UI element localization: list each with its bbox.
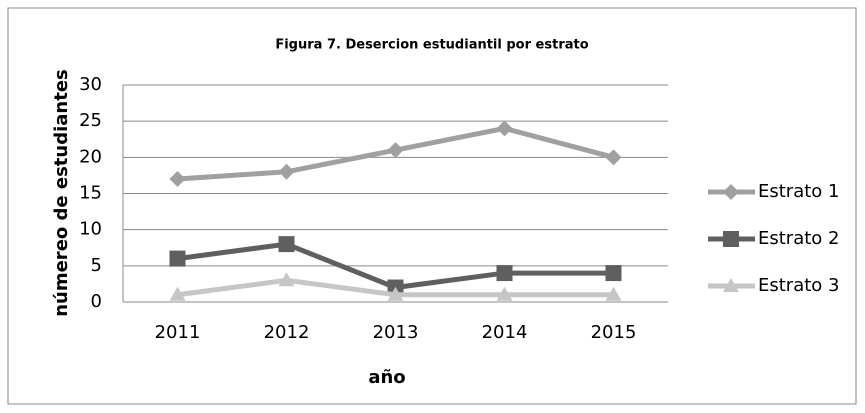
chart-border bbox=[7, 7, 857, 405]
legend-label: Estrato 2 bbox=[758, 228, 839, 249]
marker bbox=[169, 171, 186, 188]
legend-marker bbox=[723, 184, 739, 200]
y-tick-label: 10 bbox=[79, 219, 102, 240]
marker bbox=[278, 236, 295, 253]
marker bbox=[605, 149, 622, 166]
legend-label: Estrato 3 bbox=[758, 275, 839, 296]
y-tick-label: 30 bbox=[79, 74, 102, 95]
marker bbox=[387, 142, 404, 159]
y-tick-label: 0 bbox=[91, 291, 102, 312]
y-tick-label: 15 bbox=[79, 183, 102, 204]
legend-marker bbox=[723, 278, 739, 292]
marker bbox=[278, 163, 295, 180]
legend-label: Estrato 1 bbox=[758, 181, 839, 202]
x-axis-label: año bbox=[368, 367, 405, 388]
marker bbox=[278, 272, 295, 287]
marker bbox=[169, 250, 186, 267]
y-tick-label: 25 bbox=[79, 110, 102, 131]
marker bbox=[496, 286, 513, 301]
marker bbox=[496, 120, 513, 137]
chart-title: Figura 7. Desercion estudiantil por estr… bbox=[275, 38, 588, 53]
x-tick-label: 2011 bbox=[155, 322, 201, 343]
y-axis-label: númereo de estudiantes bbox=[51, 69, 72, 317]
marker bbox=[496, 265, 513, 282]
y-tick-label: 20 bbox=[79, 146, 102, 167]
marker bbox=[605, 265, 622, 282]
legend-marker bbox=[723, 231, 739, 247]
marker bbox=[169, 286, 186, 301]
marker bbox=[605, 286, 622, 301]
marker bbox=[387, 286, 404, 301]
y-tick-label: 5 bbox=[91, 255, 102, 276]
x-tick-label: 2012 bbox=[264, 322, 310, 343]
x-tick-label: 2013 bbox=[373, 322, 419, 343]
x-tick-label: 2014 bbox=[482, 322, 528, 343]
x-tick-label: 2015 bbox=[591, 322, 637, 343]
